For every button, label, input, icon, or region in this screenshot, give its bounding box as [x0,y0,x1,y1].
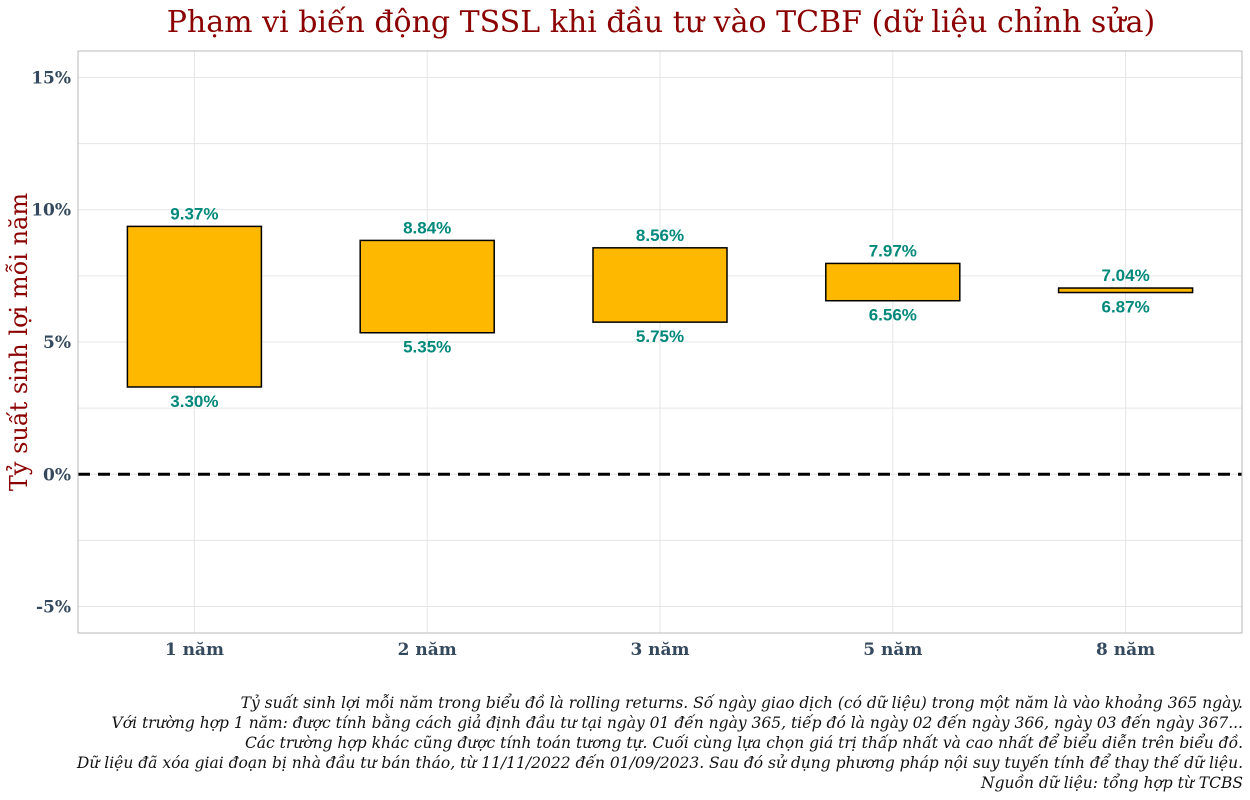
min-value-label: 5.35% [403,338,451,357]
max-value-label: 7.04% [1101,266,1149,285]
range-bar [592,247,728,323]
range-bar [1057,287,1194,294]
data-labels: 9.37% 3.30% 8.84% 5.35% 8.56% 5.75% 7.97% 6.56%… [170,204,1149,411]
max-value-label: 8.84% [403,218,451,237]
x-tick-label: 5 năm [863,640,922,660]
caption: Tỷ suất sinh lợi mỗi năm trong biểu đồ l… [76,694,1243,792]
x-tick-label: 1 năm [165,640,224,660]
x-tick-label: 8 năm [1096,640,1155,660]
max-value-label: 7.97% [869,241,917,260]
y-tick-label: 0% [43,465,71,485]
max-value-label: 8.56% [636,226,684,245]
caption-line: Tỷ suất sinh lợi mỗi năm trong biểu đồ l… [241,694,1243,712]
max-value-label: 9.37% [170,204,218,223]
y-axis-label: Tỷ suất sinh lợi mỗi năm [5,193,33,491]
caption-line: Dữ liệu đã xóa giai đoạn bị nhà đầu tư b… [76,754,1243,772]
min-value-label: 5.75% [636,327,684,346]
y-tick-label: 10% [31,201,71,221]
plot-frame [77,50,1243,634]
y-tick-label: -5% [36,598,71,618]
bars [126,225,1194,388]
x-axis-ticks: 1 năm 2 năm 3 năm 5 năm 8 năm [165,640,1155,660]
x-tick-label: 3 năm [630,640,689,660]
y-tick-label: 5% [43,333,71,353]
caption-line: Nguồn dữ liệu: tổng hợp từ TCBS [980,774,1243,792]
min-value-label: 3.30% [170,392,218,411]
x-tick-label: 2 năm [398,640,457,660]
range-bar [126,225,263,388]
min-value-label: 6.87% [1101,298,1149,317]
y-tick-label: 15% [31,68,71,88]
y-axis-ticks: -5% 0% 5% 10% 15% [31,68,71,617]
chart-title: Phạm vi biến động TSSL khi đầu tư vào TC… [167,5,1156,40]
range-bar [359,239,495,334]
range-bar [825,262,961,302]
caption-line: Với trường hợp 1 năm: được tính bằng các… [112,714,1243,732]
caption-line: Các trường hợp khác cũng được tính toán … [245,734,1243,752]
min-value-label: 6.56% [869,306,917,325]
